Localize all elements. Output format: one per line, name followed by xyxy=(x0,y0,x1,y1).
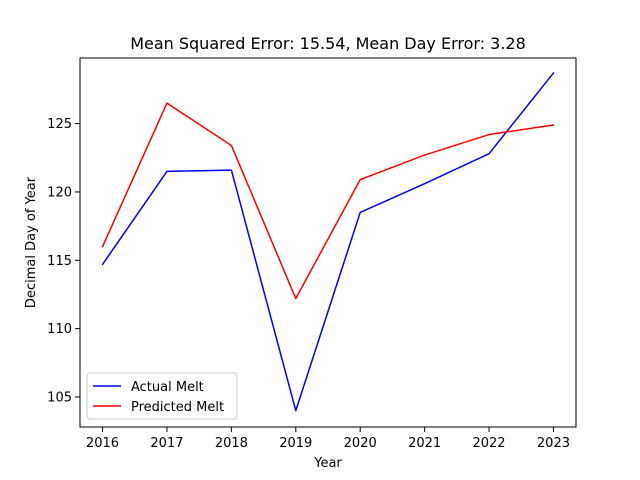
lines-layer xyxy=(101,71,555,412)
x-tick-label: 2019 xyxy=(279,436,312,451)
plot-frame xyxy=(79,57,577,428)
x-tick-label: 2020 xyxy=(344,436,377,451)
x-tick-label: 2023 xyxy=(537,436,570,451)
legend-entries: Actual Melt Predicted Melt xyxy=(93,380,224,415)
ticks-layer: 2016 2017 2018 2019 2020 2021 2022 2023 105 110 11… xyxy=(47,117,570,451)
y-tick-label: 115 xyxy=(47,254,72,269)
y-tick-label: 120 xyxy=(47,185,72,200)
chart-title: Mean Squared Error: 15.54, Mean Day Erro… xyxy=(130,34,526,53)
series-line-predicted-melt xyxy=(101,102,555,300)
x-tick-label: 2017 xyxy=(150,436,183,451)
legend-label: Actual Melt xyxy=(131,380,204,395)
legend: Actual Melt Predicted Melt xyxy=(86,372,238,420)
y-tick-label: 110 xyxy=(47,322,72,337)
legend-label: Predicted Melt xyxy=(131,400,224,415)
x-tick-label: 2022 xyxy=(472,436,505,451)
y-tick-label: 125 xyxy=(47,117,72,132)
y-tick-label: 105 xyxy=(47,390,72,405)
legend-box xyxy=(86,372,238,420)
x-tick-label: 2018 xyxy=(215,436,248,451)
series-line-actual-melt xyxy=(101,71,555,412)
y-axis-label: Decimal Day of Year xyxy=(24,176,39,308)
x-tick-label: 2021 xyxy=(408,436,441,451)
x-axis-label: Year xyxy=(313,456,342,471)
x-tick-label: 2016 xyxy=(86,436,119,451)
